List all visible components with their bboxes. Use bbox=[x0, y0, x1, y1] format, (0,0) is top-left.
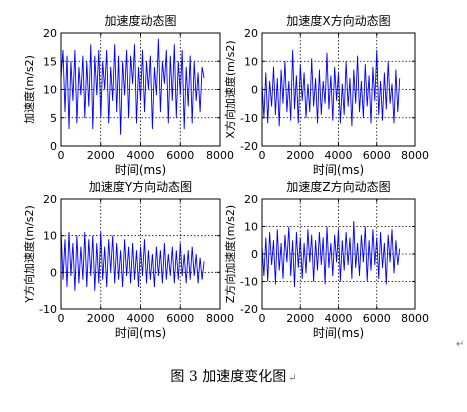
x-tick-label: 8000 bbox=[206, 149, 234, 162]
y-tick-label: -10 bbox=[240, 276, 258, 289]
x-tick-label: 8000 bbox=[401, 149, 429, 162]
y-tick-label: 20 bbox=[244, 27, 258, 40]
y-tick-label: -20 bbox=[240, 303, 258, 316]
x-tick-label: 2000 bbox=[87, 149, 115, 162]
x-tick-label: 0 bbox=[259, 312, 266, 325]
caption-title: 加速度变化图 bbox=[202, 369, 287, 385]
chart-title: 加速度动态图 bbox=[104, 13, 176, 28]
y-tick-label: 0 bbox=[251, 84, 258, 97]
y-tick-label: 10 bbox=[244, 55, 258, 68]
y-tick-label: 10 bbox=[244, 221, 258, 234]
x-axis-label: 时间(ms) bbox=[313, 163, 364, 177]
x-tick-label: 4000 bbox=[127, 149, 155, 162]
y-tick-label: 15 bbox=[43, 55, 57, 68]
y-tick-label: 20 bbox=[43, 27, 57, 40]
x-axis-label: 时间(ms) bbox=[115, 326, 166, 340]
chart-title: 加速度X方向动态图 bbox=[286, 13, 390, 28]
chart-panel-3: 0 2000 4000 6000 8000-1001020加速度Y方向动态图时间(ms)… bbox=[22, 179, 234, 340]
y-tick-label: 0 bbox=[50, 266, 57, 279]
figure-caption: 图 3 加速度变化图 ↵ bbox=[0, 366, 467, 386]
series-line-1 bbox=[261, 220, 401, 288]
series-line-1 bbox=[60, 38, 205, 135]
y-tick-label: -10 bbox=[240, 112, 258, 125]
x-tick-label: 8000 bbox=[206, 312, 234, 325]
x-tick-label: 2000 bbox=[87, 312, 115, 325]
x-tick-label: 4000 bbox=[325, 149, 353, 162]
x-axis-label: 时间(ms) bbox=[313, 326, 364, 340]
x-tick-label: 0 bbox=[58, 149, 65, 162]
x-tick-label: 4000 bbox=[325, 312, 353, 325]
y-tick-label: 0 bbox=[251, 248, 258, 261]
x-tick-label: 0 bbox=[259, 149, 266, 162]
y-tick-label: -20 bbox=[240, 140, 258, 153]
x-tick-label: 6000 bbox=[363, 149, 391, 162]
x-tick-label: 6000 bbox=[166, 149, 194, 162]
series-line-1 bbox=[261, 49, 401, 127]
series-line-1 bbox=[60, 228, 205, 291]
caption-number: 图 3 bbox=[170, 369, 198, 385]
chart-panel-4: 0 2000 4000 6000 8000 -20 -10 0 10 20 加速度Z方向动态图时间(… bbox=[223, 179, 429, 340]
y-tick-label: 10 bbox=[43, 84, 57, 97]
x-tick-label: 4000 bbox=[127, 312, 155, 325]
x-axis-label: 时间(ms) bbox=[115, 163, 166, 177]
y-tick-label: 20 bbox=[244, 193, 258, 206]
x-tick-label: 2000 bbox=[286, 149, 314, 162]
x-tick-label: 6000 bbox=[363, 312, 391, 325]
chart-title: 加速度Z方向动态图 bbox=[286, 179, 390, 194]
y-tick-label: 10 bbox=[43, 230, 57, 243]
x-tick-label: 8000 bbox=[401, 312, 429, 325]
y-axis-label: Z方向加速度(m/s2) bbox=[223, 205, 237, 303]
y-tick-label: 5 bbox=[50, 112, 57, 125]
y-tick-label: 0 bbox=[50, 140, 57, 153]
x-tick-label: 6000 bbox=[166, 312, 194, 325]
x-tick-label: 2000 bbox=[286, 312, 314, 325]
y-axis-label: X方向加速度(m/s2) bbox=[223, 40, 237, 138]
y-axis-label: 加速度(m/s2) bbox=[22, 55, 36, 124]
chart-title: 加速度Y方向动态图 bbox=[89, 179, 192, 194]
x-tick-label: 0 bbox=[58, 312, 65, 325]
y-tick-label: 20 bbox=[43, 193, 57, 206]
return-mark-icon: ↵ bbox=[288, 373, 297, 384]
y-axis-label: Y方向加速度(m/s2) bbox=[22, 205, 36, 303]
paragraph-mark-icon: ↵ bbox=[456, 339, 465, 350]
y-tick-label: -10 bbox=[39, 303, 57, 316]
chart-panel-2: 0 2000 4000 6000 8000 -20 -10 0 10 20 加速度X方向动态图时间(… bbox=[223, 13, 429, 177]
